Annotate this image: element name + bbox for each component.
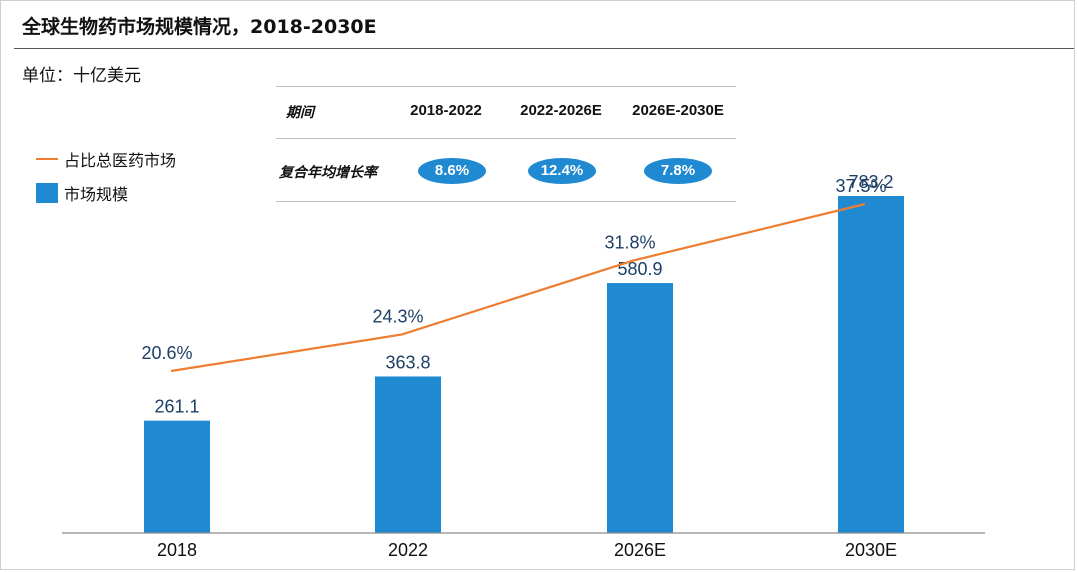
bar-value-label: 363.8: [385, 352, 430, 372]
legend-bar-swatch: [36, 183, 58, 203]
legend: 占比总医药市场 市场规模: [36, 148, 176, 216]
bar-2022: [375, 376, 441, 533]
bar-2030E: [838, 196, 904, 533]
chart-title: 全球生物药市场规模情况，2018-2030E: [22, 16, 377, 38]
bar-2018: [144, 420, 210, 533]
cagr-rate-3: 7.8%: [644, 158, 712, 184]
x-tick-label: 2018: [157, 540, 197, 560]
title-divider: [14, 48, 1074, 49]
x-tick-label: 2022: [388, 540, 428, 560]
cagr-period-2: 2022-2026E: [520, 102, 602, 119]
bar-value-label: 261.1: [154, 397, 199, 417]
line-value-label: 37.5%: [835, 176, 886, 196]
cagr-row-label: 复合年均增长率: [279, 165, 377, 181]
legend-bar-label: 市场规模: [64, 185, 129, 204]
legend-line-label: 占比总医药市场: [64, 151, 177, 170]
cagr-period-3: 2026E-2030E: [632, 102, 724, 119]
line-value-label: 20.6%: [141, 343, 192, 363]
cagr-rate-1: 8.6%: [418, 158, 486, 184]
legend-item-line: 占比总医药市场: [36, 148, 176, 170]
cagr-rule-top: [276, 86, 736, 87]
line-value-label: 24.3%: [372, 306, 423, 326]
share-line: [170, 202, 866, 373]
cagr-rate-2: 12.4%: [528, 158, 596, 184]
line-value-label: 31.8%: [604, 232, 655, 252]
cagr-header-label: 期间: [286, 105, 314, 121]
cagr-period-1: 2018-2022: [410, 102, 482, 119]
legend-item-bar: 市场规模: [36, 182, 176, 204]
x-tick-label: 2026E: [614, 540, 666, 560]
cagr-table: 期间 复合年均增长率 2018-2022 2022-2026E 2026E-20…: [276, 86, 736, 202]
bar-value-label: 783.2: [848, 172, 893, 192]
bar-2026E: [607, 283, 673, 533]
cagr-rule-mid: [276, 138, 736, 139]
x-tick-label: 2030E: [845, 540, 897, 560]
bar-value-label: 580.9: [617, 259, 662, 279]
legend-line-swatch: [36, 158, 58, 160]
unit-label: 单位：十亿美元: [22, 66, 141, 86]
cagr-rule-bottom: [276, 201, 736, 202]
